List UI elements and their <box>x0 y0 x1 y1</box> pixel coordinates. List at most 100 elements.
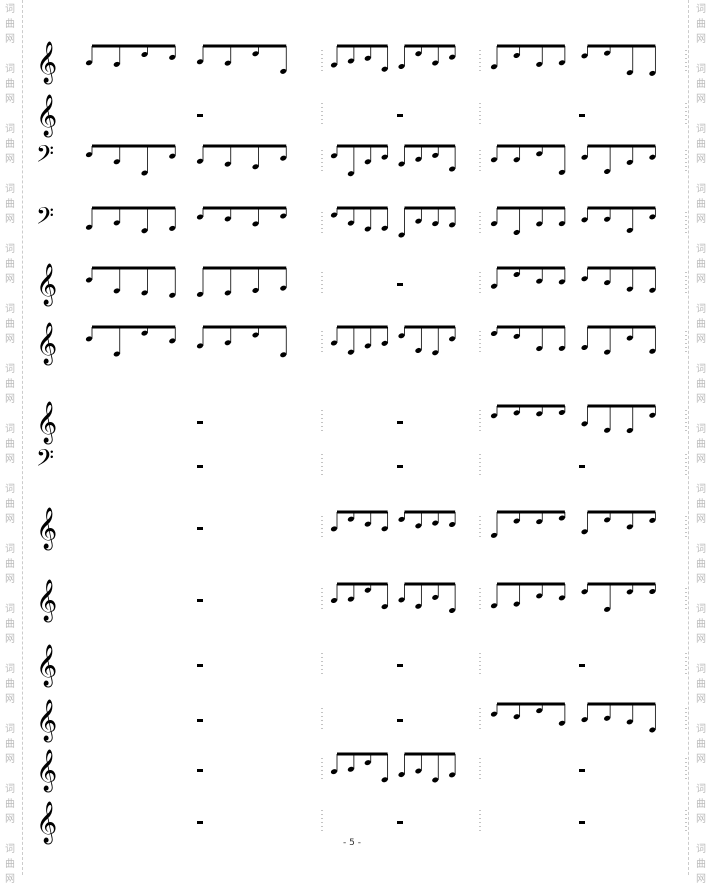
note-head <box>581 345 588 351</box>
note-head <box>536 346 543 352</box>
note-head <box>432 520 439 526</box>
watermark-text: 词曲网 <box>696 4 706 45</box>
note-head <box>449 336 456 342</box>
note-head <box>85 60 93 66</box>
whole-rest <box>579 114 585 117</box>
note-head <box>626 286 633 292</box>
note-head <box>415 218 422 224</box>
note-head <box>649 412 656 418</box>
note-head <box>415 156 422 162</box>
note-head <box>490 64 498 70</box>
watermark-text: 词曲网 <box>5 424 15 465</box>
bass-clef-icon: 𝄢 <box>36 140 54 173</box>
whole-rest <box>579 769 585 772</box>
watermark-text: 词曲网 <box>5 4 15 45</box>
note-head <box>280 155 287 161</box>
note-head <box>330 769 338 775</box>
watermark-text: 词曲网 <box>696 724 706 765</box>
note-head <box>604 280 611 286</box>
note-head <box>224 340 231 346</box>
whole-rest <box>397 821 403 824</box>
note-head <box>381 225 388 231</box>
note-head <box>513 157 520 163</box>
note-head <box>141 330 148 336</box>
note-head <box>649 348 656 354</box>
watermark-text: 词曲网 <box>696 424 706 465</box>
whole-rest <box>579 821 585 824</box>
note-head <box>649 154 656 160</box>
watermark-text: 词曲网 <box>5 604 15 645</box>
note-head <box>398 161 405 167</box>
note-head <box>536 708 543 714</box>
note-head <box>449 222 456 228</box>
whole-rest <box>197 664 203 667</box>
note-head <box>196 158 204 164</box>
note-head <box>415 51 422 57</box>
note-head <box>224 290 231 296</box>
watermark-text: 词曲网 <box>696 184 706 225</box>
note-head <box>113 159 120 165</box>
note-head <box>347 516 354 522</box>
note-head <box>347 220 354 226</box>
treble-clef-icon: 𝄞 <box>36 644 57 687</box>
note-head <box>280 68 287 74</box>
note-head <box>626 428 633 434</box>
note-head <box>581 589 588 595</box>
note-head <box>330 153 338 159</box>
note-head <box>364 159 371 165</box>
note-head <box>415 768 422 774</box>
treble-clef-icon: 𝄞 <box>36 94 57 137</box>
note-head <box>581 529 588 535</box>
note-head <box>604 168 611 174</box>
treble-clef-icon: 𝄞 <box>36 749 57 792</box>
note-head <box>196 214 204 220</box>
note-head <box>490 331 498 337</box>
note-head <box>347 171 354 177</box>
treble-clef-icon: 𝄞 <box>36 263 57 306</box>
note-head <box>490 221 498 227</box>
note-head <box>347 58 354 64</box>
note-head <box>490 283 498 289</box>
note-head <box>415 523 422 529</box>
note-head <box>169 153 176 159</box>
note-head <box>449 166 456 172</box>
note-head <box>398 232 405 238</box>
note-head <box>558 279 565 285</box>
note-head <box>169 292 176 298</box>
note-head <box>398 63 405 69</box>
note-head <box>432 152 439 158</box>
note-head <box>196 59 204 65</box>
bass-clef-icon: 𝄢 <box>36 202 54 235</box>
whole-rest <box>397 114 403 117</box>
watermark-text: 词曲网 <box>696 604 706 645</box>
whole-rest <box>197 114 203 117</box>
note-head <box>604 427 611 433</box>
note-head <box>558 221 565 227</box>
note-head <box>536 278 543 284</box>
note-head <box>558 345 565 351</box>
note-head <box>364 521 371 527</box>
note-head <box>330 212 338 218</box>
watermark-text: 词曲网 <box>5 784 15 825</box>
note-head <box>490 532 498 538</box>
note-head <box>113 61 120 67</box>
note-head <box>626 159 633 165</box>
watermark-text: 词曲网 <box>5 304 15 345</box>
note-head <box>381 66 388 72</box>
whole-rest <box>397 664 403 667</box>
note-head <box>581 217 588 223</box>
note-head <box>398 516 405 522</box>
note-head <box>381 526 388 532</box>
note-head <box>490 157 498 163</box>
bass-clef-icon: 𝄢 <box>36 444 54 477</box>
note-head <box>432 350 439 356</box>
note-head <box>364 760 371 766</box>
whole-rest <box>579 664 585 667</box>
whole-rest <box>397 421 403 424</box>
note-head <box>626 70 633 76</box>
note-head <box>604 606 611 612</box>
note-head <box>141 228 148 234</box>
note-head <box>113 220 120 226</box>
note-head <box>490 413 498 419</box>
